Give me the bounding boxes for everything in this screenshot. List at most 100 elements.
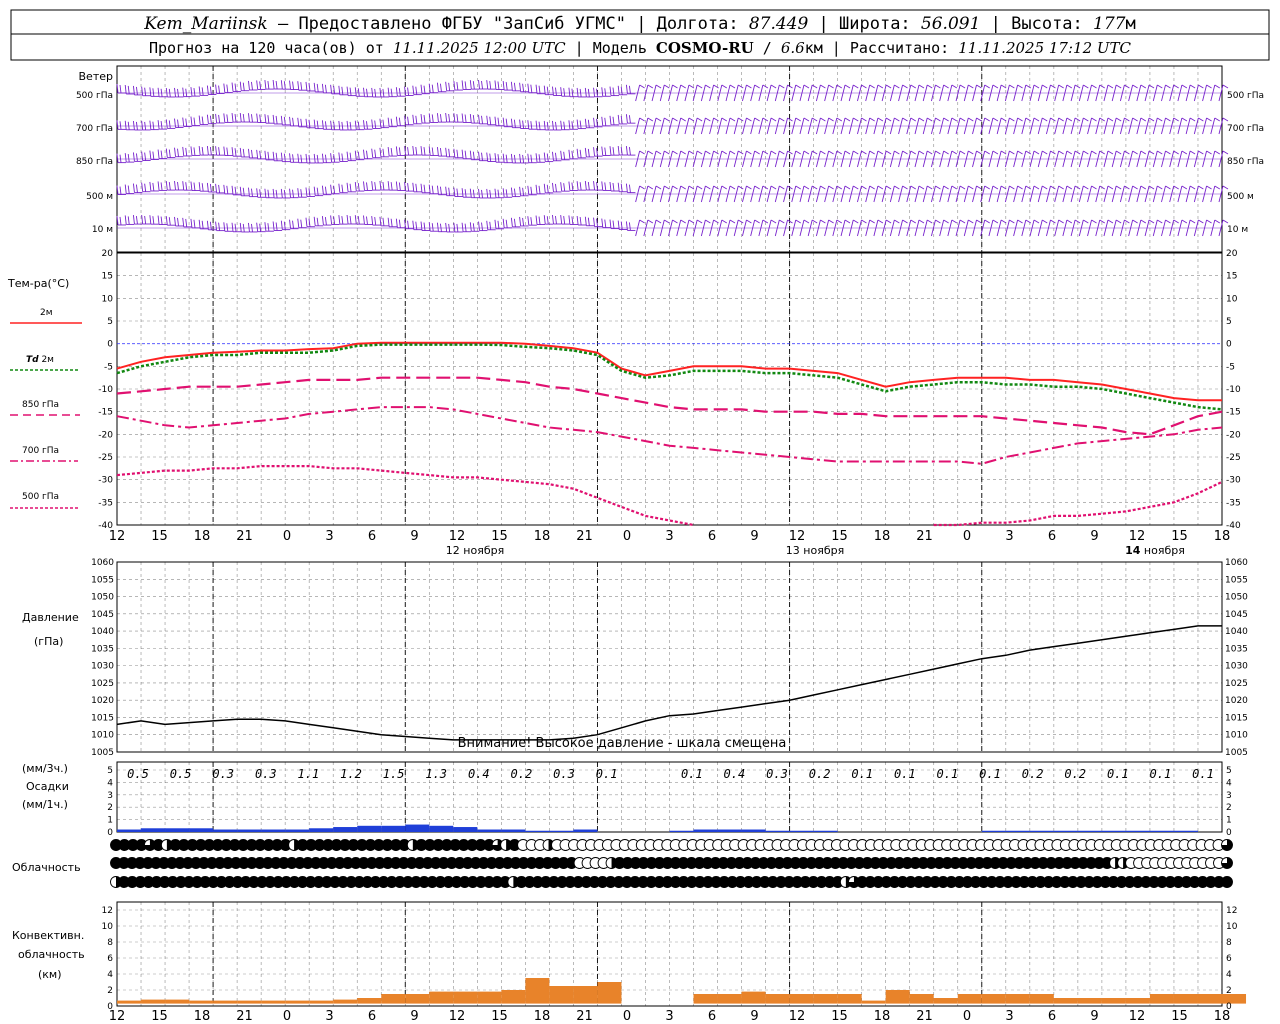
temp-series-3 bbox=[116, 406, 1223, 465]
wind-barb bbox=[568, 120, 578, 130]
pressure-warning: Внимание! Высокое давление - шкала смеще… bbox=[458, 736, 787, 751]
wind-barb bbox=[338, 183, 348, 194]
day-label-14: 14 ноября bbox=[1125, 544, 1185, 557]
precip-ytick-left: 3 bbox=[107, 791, 113, 801]
wind-barb bbox=[280, 115, 291, 126]
wind-barb bbox=[625, 114, 636, 124]
cloud-fill bbox=[572, 876, 584, 888]
cloud-symbol bbox=[572, 876, 585, 888]
conv-bar bbox=[573, 986, 598, 1004]
wind-barb bbox=[461, 113, 472, 123]
hour-label: 15 bbox=[491, 1009, 508, 1024]
header-line-2: Прогноз на 120 часа(ов) от 11.11.2025 12… bbox=[149, 39, 1132, 57]
temp-ytick-right: -30 bbox=[1226, 476, 1241, 486]
precip-bar bbox=[1125, 830, 1150, 832]
temp-ytick-left: 10 bbox=[102, 294, 114, 304]
wind-barb bbox=[436, 222, 447, 233]
cloud-symbol bbox=[953, 876, 966, 888]
precip-bar bbox=[429, 825, 454, 832]
cloud-fill bbox=[256, 876, 268, 888]
wind-barb bbox=[215, 221, 225, 232]
wind-barb bbox=[535, 153, 546, 163]
wind-barb bbox=[469, 80, 480, 90]
cloud-fill bbox=[118, 876, 130, 888]
day-label-13: 13 ноября bbox=[786, 544, 844, 557]
wind-barb bbox=[486, 152, 496, 162]
cloud-symbol bbox=[254, 839, 267, 851]
press-ytick-left: 1030 bbox=[91, 662, 114, 672]
wind-barb bbox=[338, 152, 348, 162]
cloud-symbol bbox=[1221, 876, 1233, 888]
wind-barb bbox=[404, 86, 414, 96]
cloud-symbol bbox=[401, 876, 414, 888]
wind-barb bbox=[116, 83, 126, 94]
hour-label: 21 bbox=[236, 529, 253, 544]
conv-ytick-left: 6 bbox=[107, 954, 113, 964]
wind-level-500hpa: 500 гПа bbox=[76, 91, 113, 101]
cloud-fill bbox=[1026, 876, 1038, 888]
cloud-fill bbox=[913, 876, 925, 888]
wind-barb bbox=[190, 181, 200, 192]
cloud-fill bbox=[1107, 876, 1119, 888]
hour-label: 21 bbox=[576, 529, 593, 544]
wind-barb bbox=[174, 216, 184, 227]
wind-barb bbox=[560, 120, 570, 131]
cloud-fill bbox=[424, 839, 436, 851]
hour-label: 12 bbox=[449, 529, 466, 544]
precip-title: Осадки bbox=[26, 780, 69, 793]
wind-barb bbox=[346, 86, 357, 97]
wind-barb bbox=[453, 148, 463, 159]
press-ytick-right: 1060 bbox=[1225, 558, 1248, 568]
wind-barb bbox=[502, 188, 513, 198]
cloud-fill bbox=[451, 876, 463, 888]
cloud-symbol bbox=[228, 839, 241, 851]
wind-barb bbox=[428, 83, 439, 94]
conv-bar bbox=[957, 994, 982, 1004]
convective-cloud-bars bbox=[117, 978, 1247, 1004]
precip-sum: 0.1 bbox=[937, 767, 959, 781]
precip-bar bbox=[117, 829, 142, 832]
precip-bar bbox=[1029, 830, 1054, 832]
cloud-fill bbox=[232, 876, 244, 888]
wind-barb bbox=[272, 114, 283, 125]
conv-ytick-left: 8 bbox=[107, 938, 113, 948]
wind-barb bbox=[461, 80, 472, 90]
cloud-fill bbox=[564, 876, 576, 888]
wind-barb bbox=[354, 87, 365, 97]
wind-barb bbox=[182, 146, 192, 157]
wind-barb bbox=[535, 184, 546, 195]
wind-barb bbox=[190, 146, 200, 156]
cloud-fill bbox=[402, 876, 414, 888]
temp-ytick-left: -40 bbox=[98, 521, 113, 531]
wind-barb bbox=[601, 87, 611, 97]
pressure-title: Давление bbox=[22, 611, 79, 624]
cloud-fill bbox=[246, 839, 258, 851]
hour-label: 6 bbox=[1048, 529, 1056, 544]
press-ytick-left: 1015 bbox=[91, 713, 114, 723]
precip-sum: 0.1 bbox=[979, 767, 1001, 781]
conv-bar bbox=[525, 978, 550, 1004]
cloud-fill bbox=[305, 839, 317, 851]
cloud-fill bbox=[694, 876, 706, 888]
wind-barb bbox=[165, 87, 176, 98]
cloud-fill bbox=[994, 876, 1006, 888]
wind-barb bbox=[478, 79, 488, 90]
cloud-symbol bbox=[207, 876, 220, 888]
precip-ytick-left: 4 bbox=[107, 778, 113, 788]
cloud-fill bbox=[313, 876, 325, 888]
conv-bar bbox=[1197, 994, 1222, 1004]
wind-barb bbox=[560, 87, 570, 97]
cloud-symbol bbox=[245, 839, 258, 851]
temp-ytick-right: -20 bbox=[1226, 430, 1241, 440]
conv-bar bbox=[285, 1000, 310, 1004]
cloud-symbol bbox=[1221, 857, 1233, 869]
cloud-symbol bbox=[977, 876, 990, 888]
cloud-symbol bbox=[142, 876, 155, 888]
hour-label: 9 bbox=[750, 1009, 758, 1024]
wind-barb bbox=[165, 181, 176, 191]
cloud-symbol bbox=[985, 876, 998, 888]
press-ytick-right: 1010 bbox=[1225, 731, 1248, 741]
conv-bar bbox=[501, 990, 526, 1004]
cloud-symbol bbox=[1107, 876, 1120, 888]
cloud-symbol bbox=[353, 876, 366, 888]
